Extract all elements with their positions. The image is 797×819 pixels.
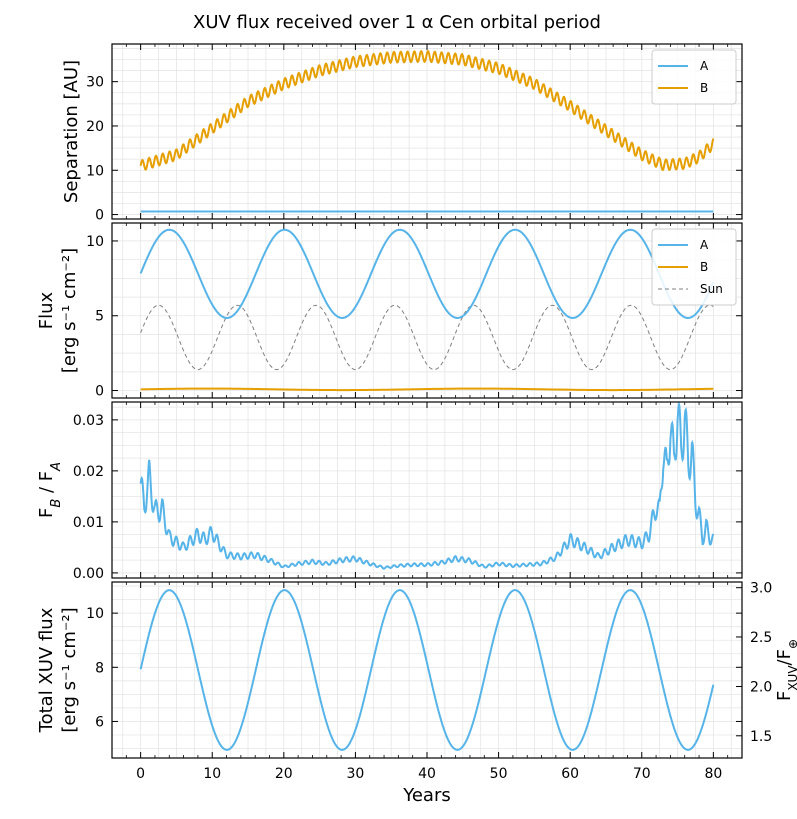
y2-tick-label: 1.5 [750, 729, 772, 745]
y2-axis-label: FXUV/F⊕ [774, 639, 797, 701]
y-tick-label: 30 [86, 75, 104, 91]
panel-frame [111, 43, 743, 220]
y-axis-label-flux: Flux [36, 291, 57, 329]
legend-label-sun: Sun [700, 282, 723, 296]
y-axis-label-flux-units: [erg s⁻¹ cm⁻²] [59, 248, 80, 373]
panel-2: 0 5 10 AB Sun Flux [erg s⁻¹ cm⁻²] [36, 222, 743, 400]
x-tick-label: 20 [275, 766, 293, 782]
x-tick-label: 10 [203, 766, 221, 782]
y2-tick-label: 3.0 [750, 581, 772, 597]
panel-4: 6 8 10 1.5 2.0 2.5 3.0 0 10 20 30 40 50 60 70 80 Total X… [36, 581, 797, 782]
x-tick-label: 40 [418, 766, 436, 782]
x-tick-label: 50 [490, 766, 508, 782]
x-tick-label: 70 [633, 766, 651, 782]
y-tick-label: 5 [95, 309, 104, 325]
y-tick-label: 0 [95, 384, 104, 400]
y-tick-label: 6 [95, 714, 104, 730]
y-tick-label: 0 [95, 208, 104, 224]
legend-label-b: B [700, 81, 708, 95]
panel-frame [111, 401, 743, 579]
y-axis-label-separation: Separation [AU] [61, 60, 82, 203]
y-axis-label-ratio: FB / FA [36, 462, 64, 518]
y-tick-label: 10 [86, 606, 104, 622]
panel-1: 0 10 20 30 AB Separation [AU] [61, 43, 743, 224]
series-line-b [140, 387, 714, 392]
x-tick-label: 60 [561, 766, 579, 782]
series-line-total [139, 589, 715, 751]
y-tick-label: 20 [86, 119, 104, 135]
series-line-a [139, 228, 715, 319]
y-tick-label: 0.01 [73, 515, 104, 531]
y-axis-label-total: Total XUV flux [36, 607, 57, 733]
legend-box [651, 228, 737, 306]
panel-frame [111, 581, 743, 759]
y-tick-label: 0.02 [73, 464, 104, 480]
chart-title: XUV flux received over 1 α Cen orbital p… [193, 12, 601, 33]
x-tick-label: 80 [704, 766, 722, 782]
legend-label-a: A [700, 59, 709, 73]
legend-label-b: B [700, 260, 708, 274]
y-tick-label: 0.00 [73, 566, 104, 582]
y-tick-label: 0.03 [73, 413, 104, 429]
y-tick-label: 10 [86, 234, 104, 250]
legend-box [651, 49, 737, 105]
panel-frame [111, 222, 743, 399]
x-tick-label: 0 [136, 766, 145, 782]
series-line-ratio [139, 400, 715, 570]
series-line-sun [140, 304, 714, 371]
panel-3: 0.00 0.01 0.02 0.03 FB / FA [36, 400, 743, 582]
y-axis-label-total-units: [erg s⁻¹ cm⁻²] [59, 607, 80, 732]
series-line-b [139, 50, 715, 172]
y2-tick-label: 2.5 [750, 630, 772, 646]
legend-label-a: A [700, 238, 709, 252]
y-tick-label: 8 [95, 660, 104, 676]
x-axis-label: Years [402, 785, 451, 806]
x-tick-label: 30 [346, 766, 364, 782]
y-tick-label: 10 [86, 163, 104, 179]
y2-tick-label: 2.0 [750, 680, 772, 696]
